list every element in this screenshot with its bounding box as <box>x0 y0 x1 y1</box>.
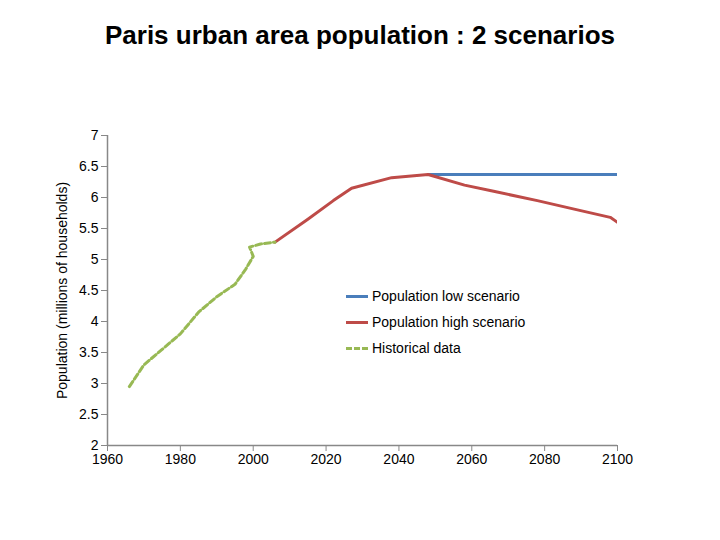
svg-text:2.5: 2.5 <box>79 406 99 422</box>
svg-text:4: 4 <box>91 313 99 329</box>
svg-text:2080: 2080 <box>529 451 560 467</box>
html-text:Population high scenario: Population high scenario <box>372 314 526 330</box>
svg-text:5.5: 5.5 <box>79 220 99 236</box>
svg-text:7: 7 <box>91 127 99 143</box>
html-text:Population low scenario: Population low scenario <box>372 288 520 304</box>
svg-text:2060: 2060 <box>456 451 487 467</box>
svg-text:2020: 2020 <box>310 451 341 467</box>
svg-text:Population (millions of househ: Population (millions of households) <box>54 182 70 399</box>
svg-text:5: 5 <box>91 251 99 267</box>
svg-text:1960: 1960 <box>92 451 123 467</box>
svg-text:6: 6 <box>91 189 99 205</box>
svg-text:3: 3 <box>91 375 99 391</box>
html-text:Historical data: Historical data <box>372 340 461 356</box>
svg-text:4.5: 4.5 <box>79 282 99 298</box>
svg-text:1980: 1980 <box>165 451 196 467</box>
svg-text:2040: 2040 <box>383 451 414 467</box>
html-text:Paris urban area population :: Paris urban area population : 2 scenario… <box>105 20 615 50</box>
svg-text:2000: 2000 <box>238 451 269 467</box>
svg-text:6.5: 6.5 <box>79 158 99 174</box>
svg-text:2: 2 <box>91 437 99 453</box>
svg-text:3.5: 3.5 <box>79 344 99 360</box>
svg-text:2100: 2100 <box>602 451 633 467</box>
